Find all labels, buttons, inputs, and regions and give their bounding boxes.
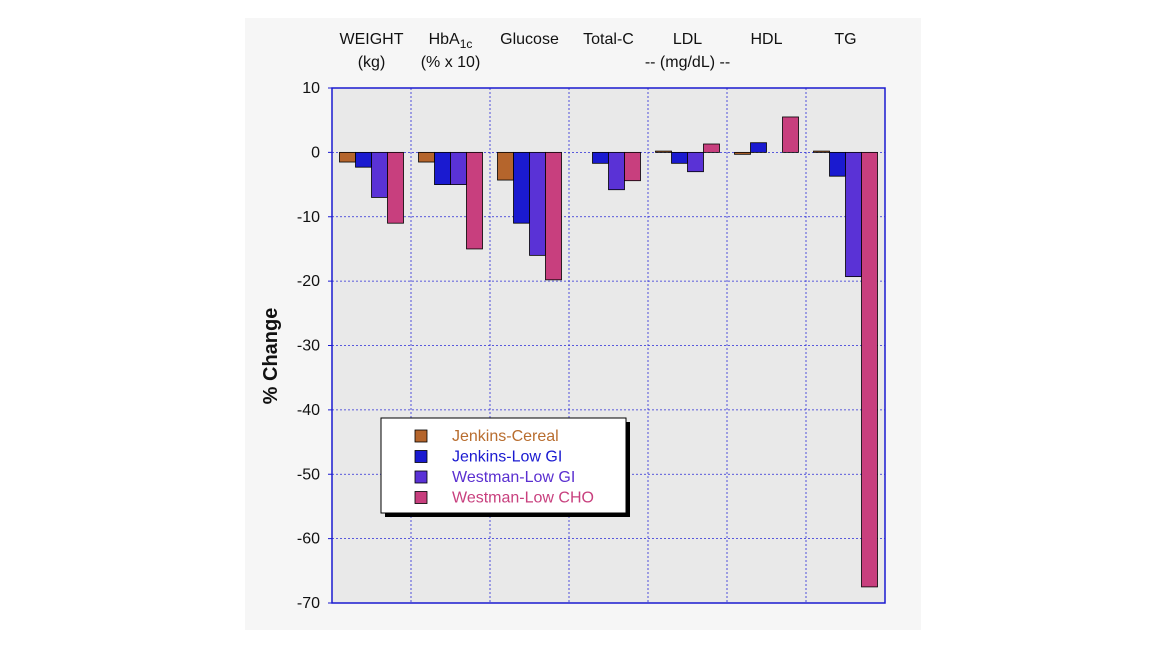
category-label-hba1c: HbA1c bbox=[429, 31, 473, 51]
bar-hba1c-westman-low-gi bbox=[450, 151, 467, 185]
bar-glucose-jenkins-low-gi bbox=[513, 151, 530, 224]
bar-hba1c-jenkins-low-gi bbox=[434, 151, 451, 185]
category-label-total-c: Total-C bbox=[583, 31, 634, 48]
bar-total-c-westman-low-gi bbox=[608, 151, 625, 191]
y-tick-label: -70 bbox=[297, 595, 320, 612]
y-axis-label: % Change bbox=[260, 308, 282, 405]
legend: Jenkins-Cereal Jenkins-Low GI Westman-Low … bbox=[380, 417, 630, 517]
legend-swatch bbox=[414, 491, 428, 504]
bar-ldl-westman-low-cho bbox=[703, 143, 720, 153]
bar-hdl-westman-low-cho bbox=[782, 116, 799, 153]
bars bbox=[339, 116, 878, 588]
bar-ldl-westman-low-gi bbox=[687, 151, 704, 173]
bar-weight-westman-low-cho bbox=[387, 151, 404, 224]
y-tick-label: 0 bbox=[311, 144, 320, 161]
bar-weight-jenkins-cereal bbox=[339, 151, 356, 163]
bar-hba1c-westman-low-cho bbox=[466, 151, 483, 250]
bar-chart: 10 0 -10 -20 -30 -40 -50 -60 -70 WEIGHT (kg) HbA1c… bbox=[260, 31, 886, 612]
legend-label: Jenkins-Cereal bbox=[452, 428, 559, 445]
y-tick-label: -40 bbox=[297, 402, 320, 419]
bar-glucose-westman-low-cho bbox=[545, 151, 562, 281]
y-tick-label: -10 bbox=[297, 209, 320, 226]
category-sublabel-ldl: -- (mg/dL) -- bbox=[645, 54, 730, 71]
bar-hdl-jenkins-cereal bbox=[734, 151, 751, 155]
category-label-ldl: LDL bbox=[673, 31, 702, 48]
legend-label: Westman-Low GI bbox=[452, 469, 575, 486]
legend-swatch bbox=[414, 450, 428, 463]
bar-tg-westman-low-gi bbox=[845, 151, 862, 278]
legend-swatch bbox=[414, 429, 428, 443]
y-ticks: 10 0 -10 -20 -30 -40 -50 -60 -70 bbox=[297, 80, 332, 612]
bar-ldl-jenkins-cereal bbox=[655, 150, 672, 153]
legend-label: Jenkins-Low GI bbox=[452, 449, 562, 466]
bar-tg-jenkins-low-gi bbox=[829, 151, 846, 177]
bar-hdl-jenkins-low-gi bbox=[750, 142, 767, 153]
bar-tg-jenkins-cereal bbox=[813, 150, 830, 153]
category-label-tg: TG bbox=[834, 31, 856, 48]
bar-total-c-westman-low-cho bbox=[624, 151, 641, 182]
category-label-glucose: Glucose bbox=[500, 31, 559, 48]
bar-weight-westman-low-gi bbox=[371, 151, 388, 198]
category-labels: WEIGHT (kg) HbA1c (% x 10) Glucose Total-C LDL… bbox=[340, 31, 857, 71]
category-label-weight: WEIGHT bbox=[340, 31, 404, 48]
bar-weight-jenkins-low-gi bbox=[355, 151, 372, 168]
legend-label: Westman-Low CHO bbox=[452, 490, 594, 507]
chart-figure: 10 0 -10 -20 -30 -40 -50 -60 -70 WEIGHT (kg) HbA1c… bbox=[245, 18, 921, 630]
bar-tg-westman-low-cho bbox=[861, 151, 878, 588]
legend-swatch bbox=[414, 470, 428, 484]
category-sublabel-weight: (kg) bbox=[358, 54, 386, 71]
bar-glucose-jenkins-cereal bbox=[497, 151, 514, 181]
category-label-hdl: HDL bbox=[750, 31, 782, 48]
y-tick-label: -30 bbox=[297, 338, 320, 355]
y-tick-label: -50 bbox=[297, 466, 320, 483]
y-tick-label: -60 bbox=[297, 531, 320, 548]
legend-items: Jenkins-Cereal Jenkins-Low GI Westman-Low … bbox=[414, 428, 594, 507]
grid-lines bbox=[332, 88, 885, 603]
category-sublabel-hba1c: (% x 10) bbox=[421, 54, 481, 71]
y-tick-label: -20 bbox=[297, 273, 320, 290]
bar-hba1c-jenkins-cereal bbox=[418, 151, 435, 163]
bar-glucose-westman-low-gi bbox=[529, 151, 546, 256]
bar-total-c-jenkins-low-gi bbox=[592, 151, 609, 164]
bar-ldl-jenkins-low-gi bbox=[671, 151, 688, 164]
y-tick-label: 10 bbox=[302, 80, 320, 97]
